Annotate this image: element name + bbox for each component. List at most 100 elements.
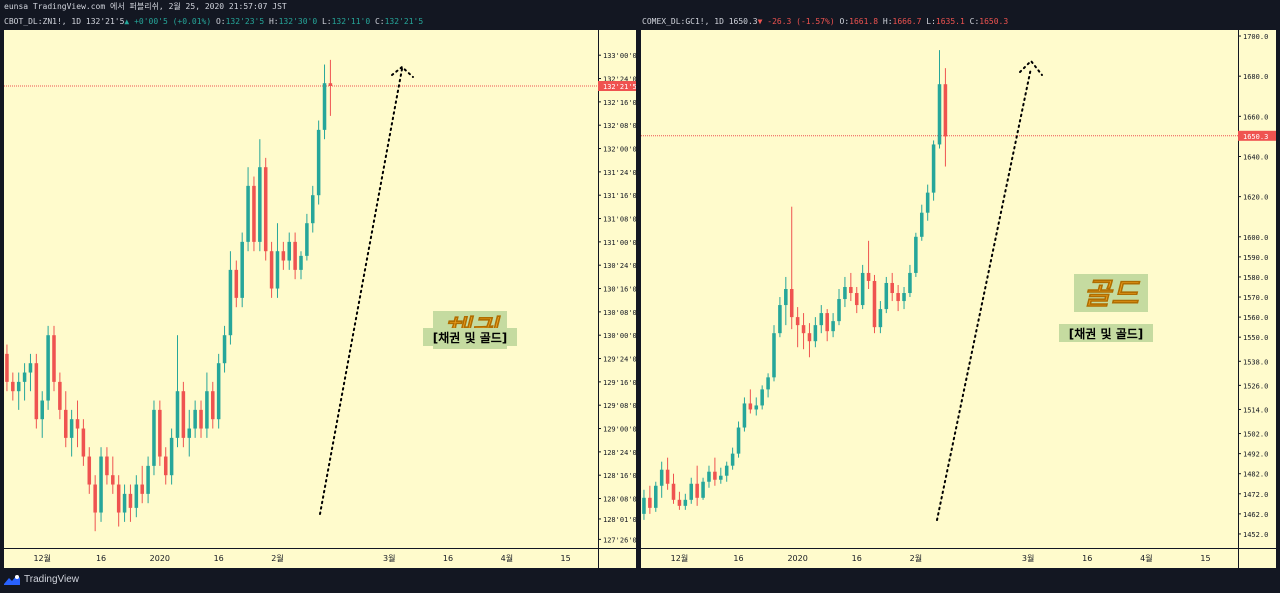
bond-candle-body (281, 251, 286, 261)
bond-y-tick-label: 133'00'0 (603, 52, 636, 60)
up-arrow-icon: ▲ (124, 17, 130, 26)
right-c-label: C: (969, 17, 980, 26)
bond-trend-arrow-line (319, 68, 403, 515)
gold-candle-body (825, 313, 829, 332)
left-symbol[interactable]: CBOT_DL:ZN1!, 1D 132'21'5 (4, 17, 125, 26)
gold-candle-body (760, 389, 764, 406)
bond-y-tick-label: 131'08'0 (603, 216, 636, 224)
bond-y-tick-label: 131'16'0 (603, 192, 636, 200)
gold-candle-body (860, 272, 865, 306)
bond-candle-body (211, 391, 215, 420)
bond-last-price-badge (598, 81, 636, 91)
bond-candle-body (105, 456, 109, 476)
bond-candle-body (199, 409, 203, 429)
bond-y-tick-label: 130'24'0 (603, 262, 636, 270)
gold-candle-body (801, 325, 806, 334)
gold-candle-body (648, 497, 652, 508)
gold-candle-body (724, 465, 729, 476)
gold-candle-body (665, 469, 670, 484)
gold-title-background (1074, 274, 1148, 312)
right-o-label: O: (839, 17, 850, 26)
left-legend: CBOT_DL:ZN1!, 1D 132'21'5▲ +0'00'5 (+0.0… (4, 14, 423, 30)
gold-x-tick-label: 2월 (910, 553, 922, 563)
gold-x-tick-label: 16 (852, 554, 862, 563)
left-high: 132'30'0 (278, 17, 318, 26)
gold-chart-pane[interactable]: 1452.0 1462.0 1472.0 1482.0 1492.0 1502.0 1514… (641, 30, 1276, 568)
gold-candle-body (789, 289, 794, 318)
gold-candle-body (784, 289, 788, 306)
gold-candle-body (654, 485, 658, 508)
left-open: 132'23'5 (225, 17, 265, 26)
bond-candle-body (34, 363, 39, 420)
bond-y-tick-label: 130'08'0 (603, 309, 636, 317)
right-symbol[interactable]: COMEX_DL:GC1!, 1D 1650.3 (642, 17, 758, 26)
gold-candle-body (849, 286, 853, 294)
gold-candle-body (843, 286, 847, 300)
bond-candle-body (5, 353, 9, 382)
gold-candle-body (659, 469, 664, 486)
gold-candle-body (730, 453, 735, 466)
gold-candle-body (671, 483, 676, 500)
gold-candle-body (884, 282, 889, 310)
bond-candle-body (310, 195, 315, 224)
gold-y-tick-label: 1538.0 (1243, 358, 1268, 366)
gold-candle-body (713, 471, 717, 480)
left-o-label: O: (215, 17, 226, 26)
bond-y-tick-label: 129'16'0 (603, 379, 636, 387)
bond-candle-body (234, 269, 239, 298)
bond-candle-body (122, 493, 127, 513)
gold-y-tick-label: 1640.0 (1243, 153, 1268, 161)
bond-candle-body (40, 400, 44, 420)
gold-candle-body (701, 481, 705, 498)
gold-candle-body (719, 475, 723, 480)
bond-x-tick-label: 15 (561, 554, 571, 563)
gold-chart-title: 골드 (1083, 277, 1141, 312)
bond-x-tick-label: 2020 (150, 554, 170, 563)
bond-candle-body (240, 241, 244, 298)
gold-y-tick-label: 1526.0 (1243, 382, 1268, 390)
bond-candle-body (216, 363, 221, 420)
gold-x-tick-label: 4월 (1140, 553, 1152, 563)
gold-y-tick-label: 1472.0 (1243, 491, 1268, 499)
bond-trend-arrow-head-icon (391, 65, 414, 78)
bond-candle-body (87, 456, 92, 485)
bond-candle-body (69, 419, 74, 438)
gold-trend-arrow-line (936, 67, 1032, 521)
bond-candle-body (28, 363, 33, 373)
bond-subtitle-background (423, 328, 517, 346)
gold-candle-body (748, 403, 753, 410)
bond-candle-body (22, 372, 27, 382)
tradingview-logo-text[interactable]: TradingView (24, 574, 80, 585)
bond-y-tick-label: 132'00'0 (603, 146, 636, 154)
bond-x-tick-label: 16 (214, 554, 224, 563)
bond-y-tick-label: 132'16'0 (603, 99, 636, 107)
bond-candle-body (193, 409, 197, 429)
gold-candle-body (736, 427, 741, 454)
gold-candle-body (908, 272, 912, 294)
gold-candle-body (919, 212, 924, 237)
gold-candle-body (931, 144, 936, 193)
bond-candle-body (58, 381, 62, 410)
gold-last-price-label: 1650.3 (1243, 133, 1268, 141)
bond-candle-body (205, 391, 209, 429)
gold-y-tick-label: 1560.0 (1243, 314, 1268, 322)
right-h-label: H: (882, 17, 893, 26)
tradingview-logo-icon[interactable] (4, 574, 20, 585)
bond-candle-body (11, 381, 15, 392)
bond-candle-body (187, 428, 192, 438)
bond-candle-body (275, 251, 280, 289)
bond-candle-body (52, 335, 56, 382)
left-low: 132'11'0 (331, 17, 371, 26)
bond-candle-body (46, 335, 50, 401)
bond-candle-body (305, 223, 309, 256)
gold-candle-body (772, 333, 776, 378)
bond-candle-body (322, 83, 327, 130)
gold-y-tick-label: 1482.0 (1243, 471, 1268, 479)
bond-subtitle-group: [채권 및 골드] (423, 328, 517, 346)
gold-candle-body (902, 293, 906, 302)
bond-candle-body (140, 484, 144, 494)
bond-chart-pane[interactable]: 127'26'0 128'01'0 128'08'0 128'16'0 128'24'0… (4, 30, 636, 568)
bond-candle-body (163, 456, 168, 476)
bond-y-tick-label: 132'24'0 (603, 76, 636, 84)
bond-y-tick-label: 127'26'0 (603, 536, 636, 544)
